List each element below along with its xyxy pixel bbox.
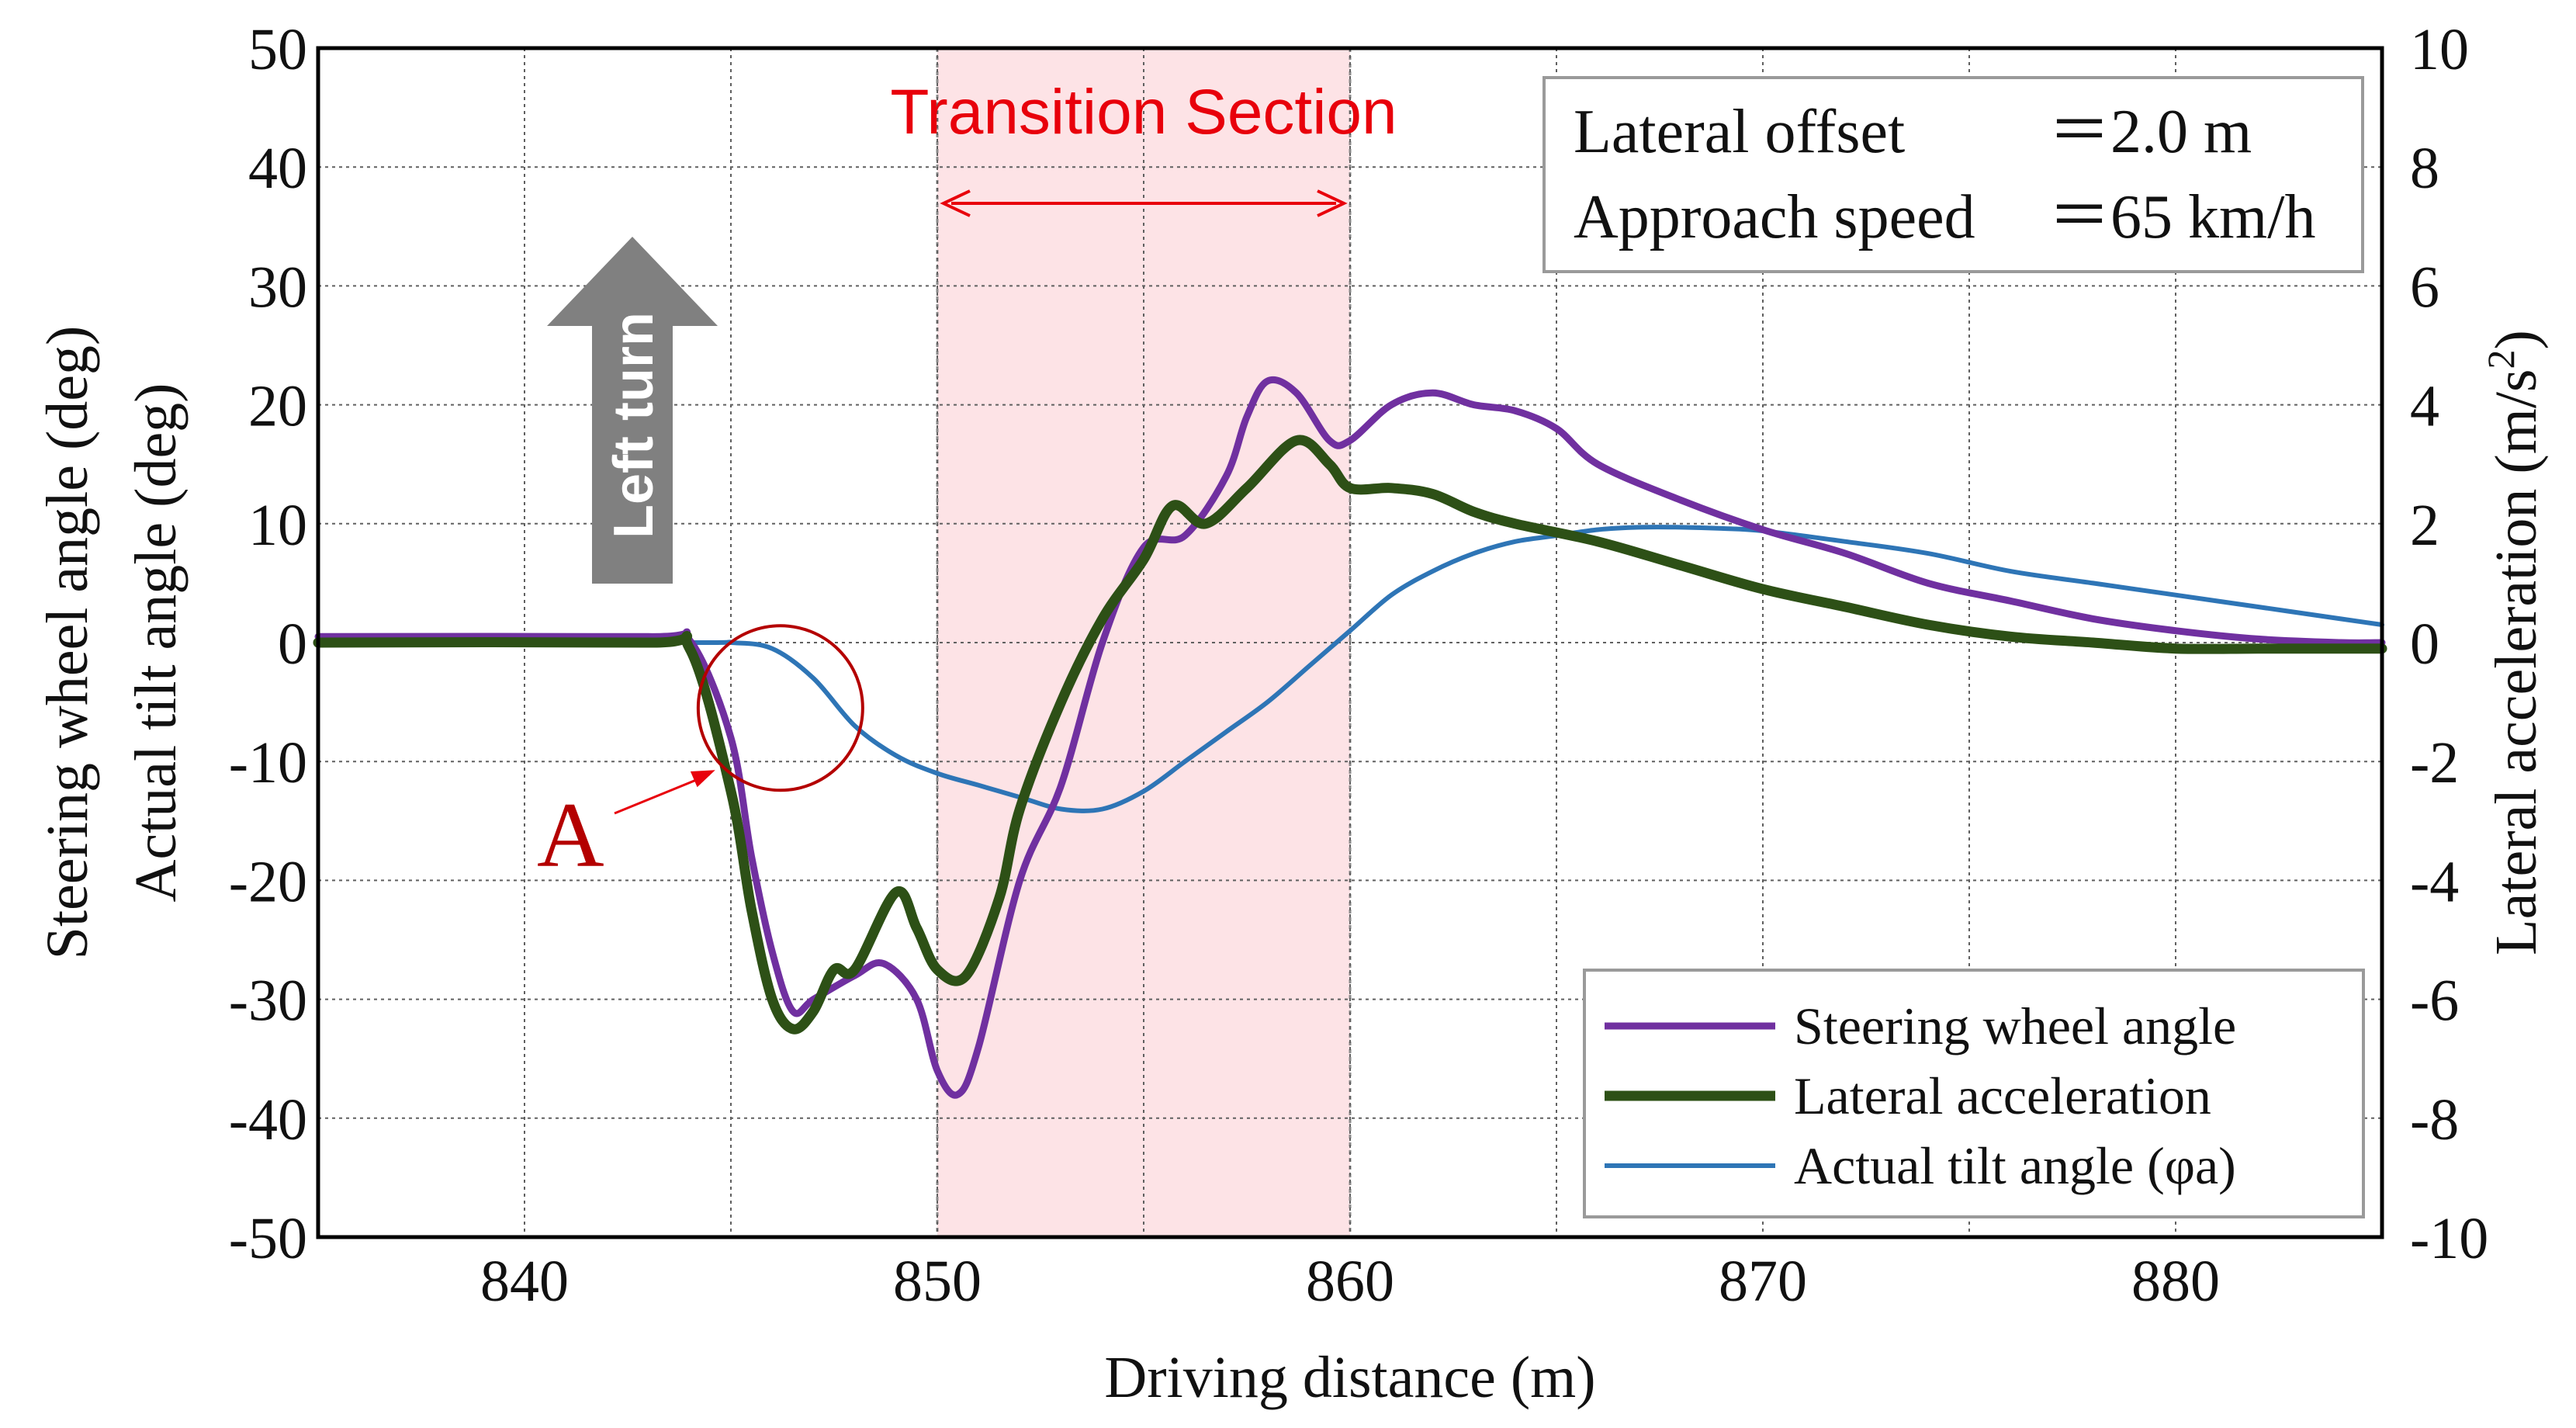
y-right-tick-label: 2 bbox=[2410, 493, 2439, 558]
y-left-tick-label: -20 bbox=[229, 849, 307, 914]
left-turn-label: Left turn bbox=[603, 312, 665, 539]
marker-a-arrowhead bbox=[690, 770, 715, 788]
transition-arrow-right-head bbox=[1317, 189, 1348, 217]
info-lateral-offset-label: Lateral offset bbox=[1574, 98, 1905, 166]
marker-a-circle bbox=[696, 624, 864, 792]
y-left-tick-label: 30 bbox=[248, 255, 307, 320]
x-axis-title: Driving distance (m) bbox=[1104, 1345, 1595, 1410]
series-line-actual-tilt-angle bbox=[316, 525, 2384, 813]
marker-a: A bbox=[537, 624, 864, 886]
x-tick-label: 840 bbox=[480, 1249, 569, 1314]
info-lateral-offset-value: ＝2.0 m bbox=[2048, 98, 2252, 166]
x-tick-label: 880 bbox=[2131, 1249, 2220, 1314]
y-left-tick-label: 0 bbox=[278, 612, 307, 677]
y-right-tick-label: 6 bbox=[2410, 255, 2439, 320]
y-axis-left-title-1: Steering wheel angle (deg) bbox=[35, 326, 100, 960]
plot-frame bbox=[316, 46, 2384, 1239]
y-left-tick-label: -30 bbox=[229, 969, 307, 1034]
y-right-tick-label: 0 bbox=[2410, 612, 2439, 677]
y-left-tick-label: 10 bbox=[248, 493, 307, 558]
x-tick-label: 850 bbox=[893, 1249, 982, 1314]
legend-label: Steering wheel angle bbox=[1794, 996, 2236, 1055]
y-left-tick-label: -40 bbox=[229, 1087, 307, 1152]
marker-a-label: A bbox=[537, 783, 604, 886]
y-axis-right-title: Lateral acceleration (m/s2) bbox=[2479, 330, 2549, 955]
y-left-tick-label: 20 bbox=[248, 374, 307, 439]
info-box: Lateral offset ＝2.0 m Approach speed ＝65… bbox=[1542, 76, 2364, 273]
series-line-steering-wheel-angle bbox=[314, 376, 2386, 1099]
transition-section-label: Transition Section bbox=[890, 77, 1397, 147]
transition-section-arrow bbox=[940, 189, 1348, 217]
info-box-frame bbox=[1542, 76, 2364, 273]
y-right-tick-label: -6 bbox=[2410, 969, 2459, 1034]
info-approach-speed-value: ＝65 km/h bbox=[2048, 183, 2315, 251]
x-tick-label: 860 bbox=[1306, 1249, 1394, 1314]
left-turn-indicator: Left turn bbox=[547, 237, 718, 584]
y-right-tick-label: -8 bbox=[2410, 1087, 2459, 1152]
y-right-tick-label: -2 bbox=[2410, 730, 2459, 795]
legend-label: Lateral acceleration bbox=[1794, 1066, 2211, 1125]
y-left-tick-label: -10 bbox=[229, 730, 307, 795]
x-tick-label: 870 bbox=[1719, 1249, 1807, 1314]
y-left-tick-label: 40 bbox=[248, 136, 307, 201]
y-right-tick-label: -10 bbox=[2410, 1206, 2488, 1271]
y-left-tick-label: -50 bbox=[229, 1206, 307, 1271]
legend-label: Actual tilt angle (φa) bbox=[1794, 1136, 2236, 1195]
series-layer bbox=[313, 376, 2387, 1099]
marker-a-pointer bbox=[614, 773, 710, 815]
transition-arrow-left-head bbox=[940, 189, 971, 217]
info-approach-speed-label: Approach speed bbox=[1574, 183, 1975, 251]
tick-labels: 840 850 860 870 88050403020100-10-20-30-40-5… bbox=[229, 17, 2489, 1314]
y-axis-left-title-2: Actual tilt angle (deg) bbox=[123, 383, 189, 903]
up-arrow-icon bbox=[547, 237, 718, 584]
y-right-tick-label: 4 bbox=[2410, 374, 2439, 439]
y-right-tick-label: 10 bbox=[2410, 17, 2469, 82]
y-right-tick-label: 8 bbox=[2410, 136, 2439, 201]
legend: Steering wheel angle Lateral acceleration… bbox=[1583, 969, 2365, 1218]
y-left-tick-label: 50 bbox=[248, 17, 307, 82]
series-line-lateral-acceleration bbox=[313, 435, 2387, 1035]
y-right-tick-label: -4 bbox=[2410, 849, 2459, 914]
